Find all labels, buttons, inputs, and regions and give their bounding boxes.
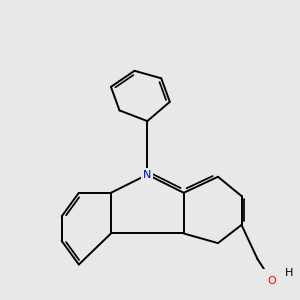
Text: N: N	[143, 169, 152, 180]
Text: H: H	[284, 268, 293, 278]
Text: O: O	[267, 276, 276, 286]
